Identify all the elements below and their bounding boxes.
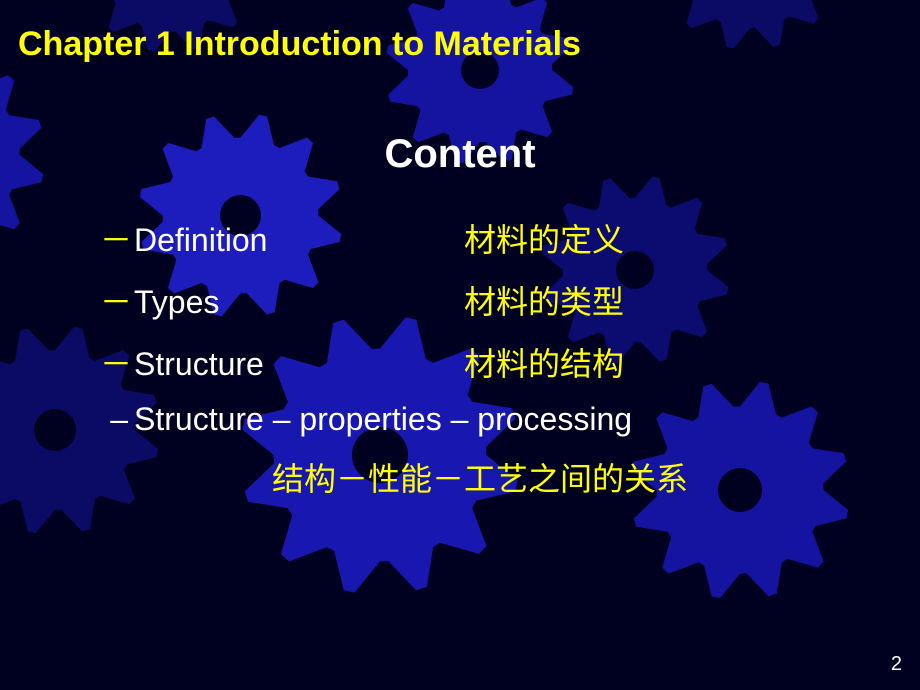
bullet-dash: － — [100, 215, 128, 261]
item-english: Structure – properties – processing — [134, 401, 860, 438]
content-item-row: －Definition材料的定义 — [100, 215, 860, 261]
item-chinese: 材料的类型 — [464, 277, 860, 323]
content-item-row: －Types材料的类型 — [100, 277, 860, 323]
content-item-row: －Structure材料的结构 — [100, 339, 860, 385]
item-english: Definition — [134, 222, 464, 259]
slide-content: Chapter 1 Introduction to Materials Cont… — [0, 0, 920, 690]
item-english: Types — [134, 284, 464, 321]
content-heading: Content — [384, 132, 535, 177]
item-chinese-centered: 结构－性能－工艺之间的关系 — [100, 454, 860, 500]
bullet-dash: － — [100, 277, 128, 323]
content-items: －Definition材料的定义－Types材料的类型－Structure材料的… — [100, 215, 860, 500]
item-chinese: 材料的定义 — [464, 215, 860, 261]
content-item-row-full: – Structure – properties – processing — [100, 401, 860, 438]
item-english: Structure — [134, 346, 464, 383]
page-number: 2 — [891, 653, 902, 676]
item-chinese: 材料的结构 — [464, 339, 860, 385]
bullet-dash: － — [100, 339, 128, 385]
bullet-dash: – — [100, 401, 128, 438]
chapter-title: Chapter 1 Introduction to Materials — [18, 25, 581, 64]
